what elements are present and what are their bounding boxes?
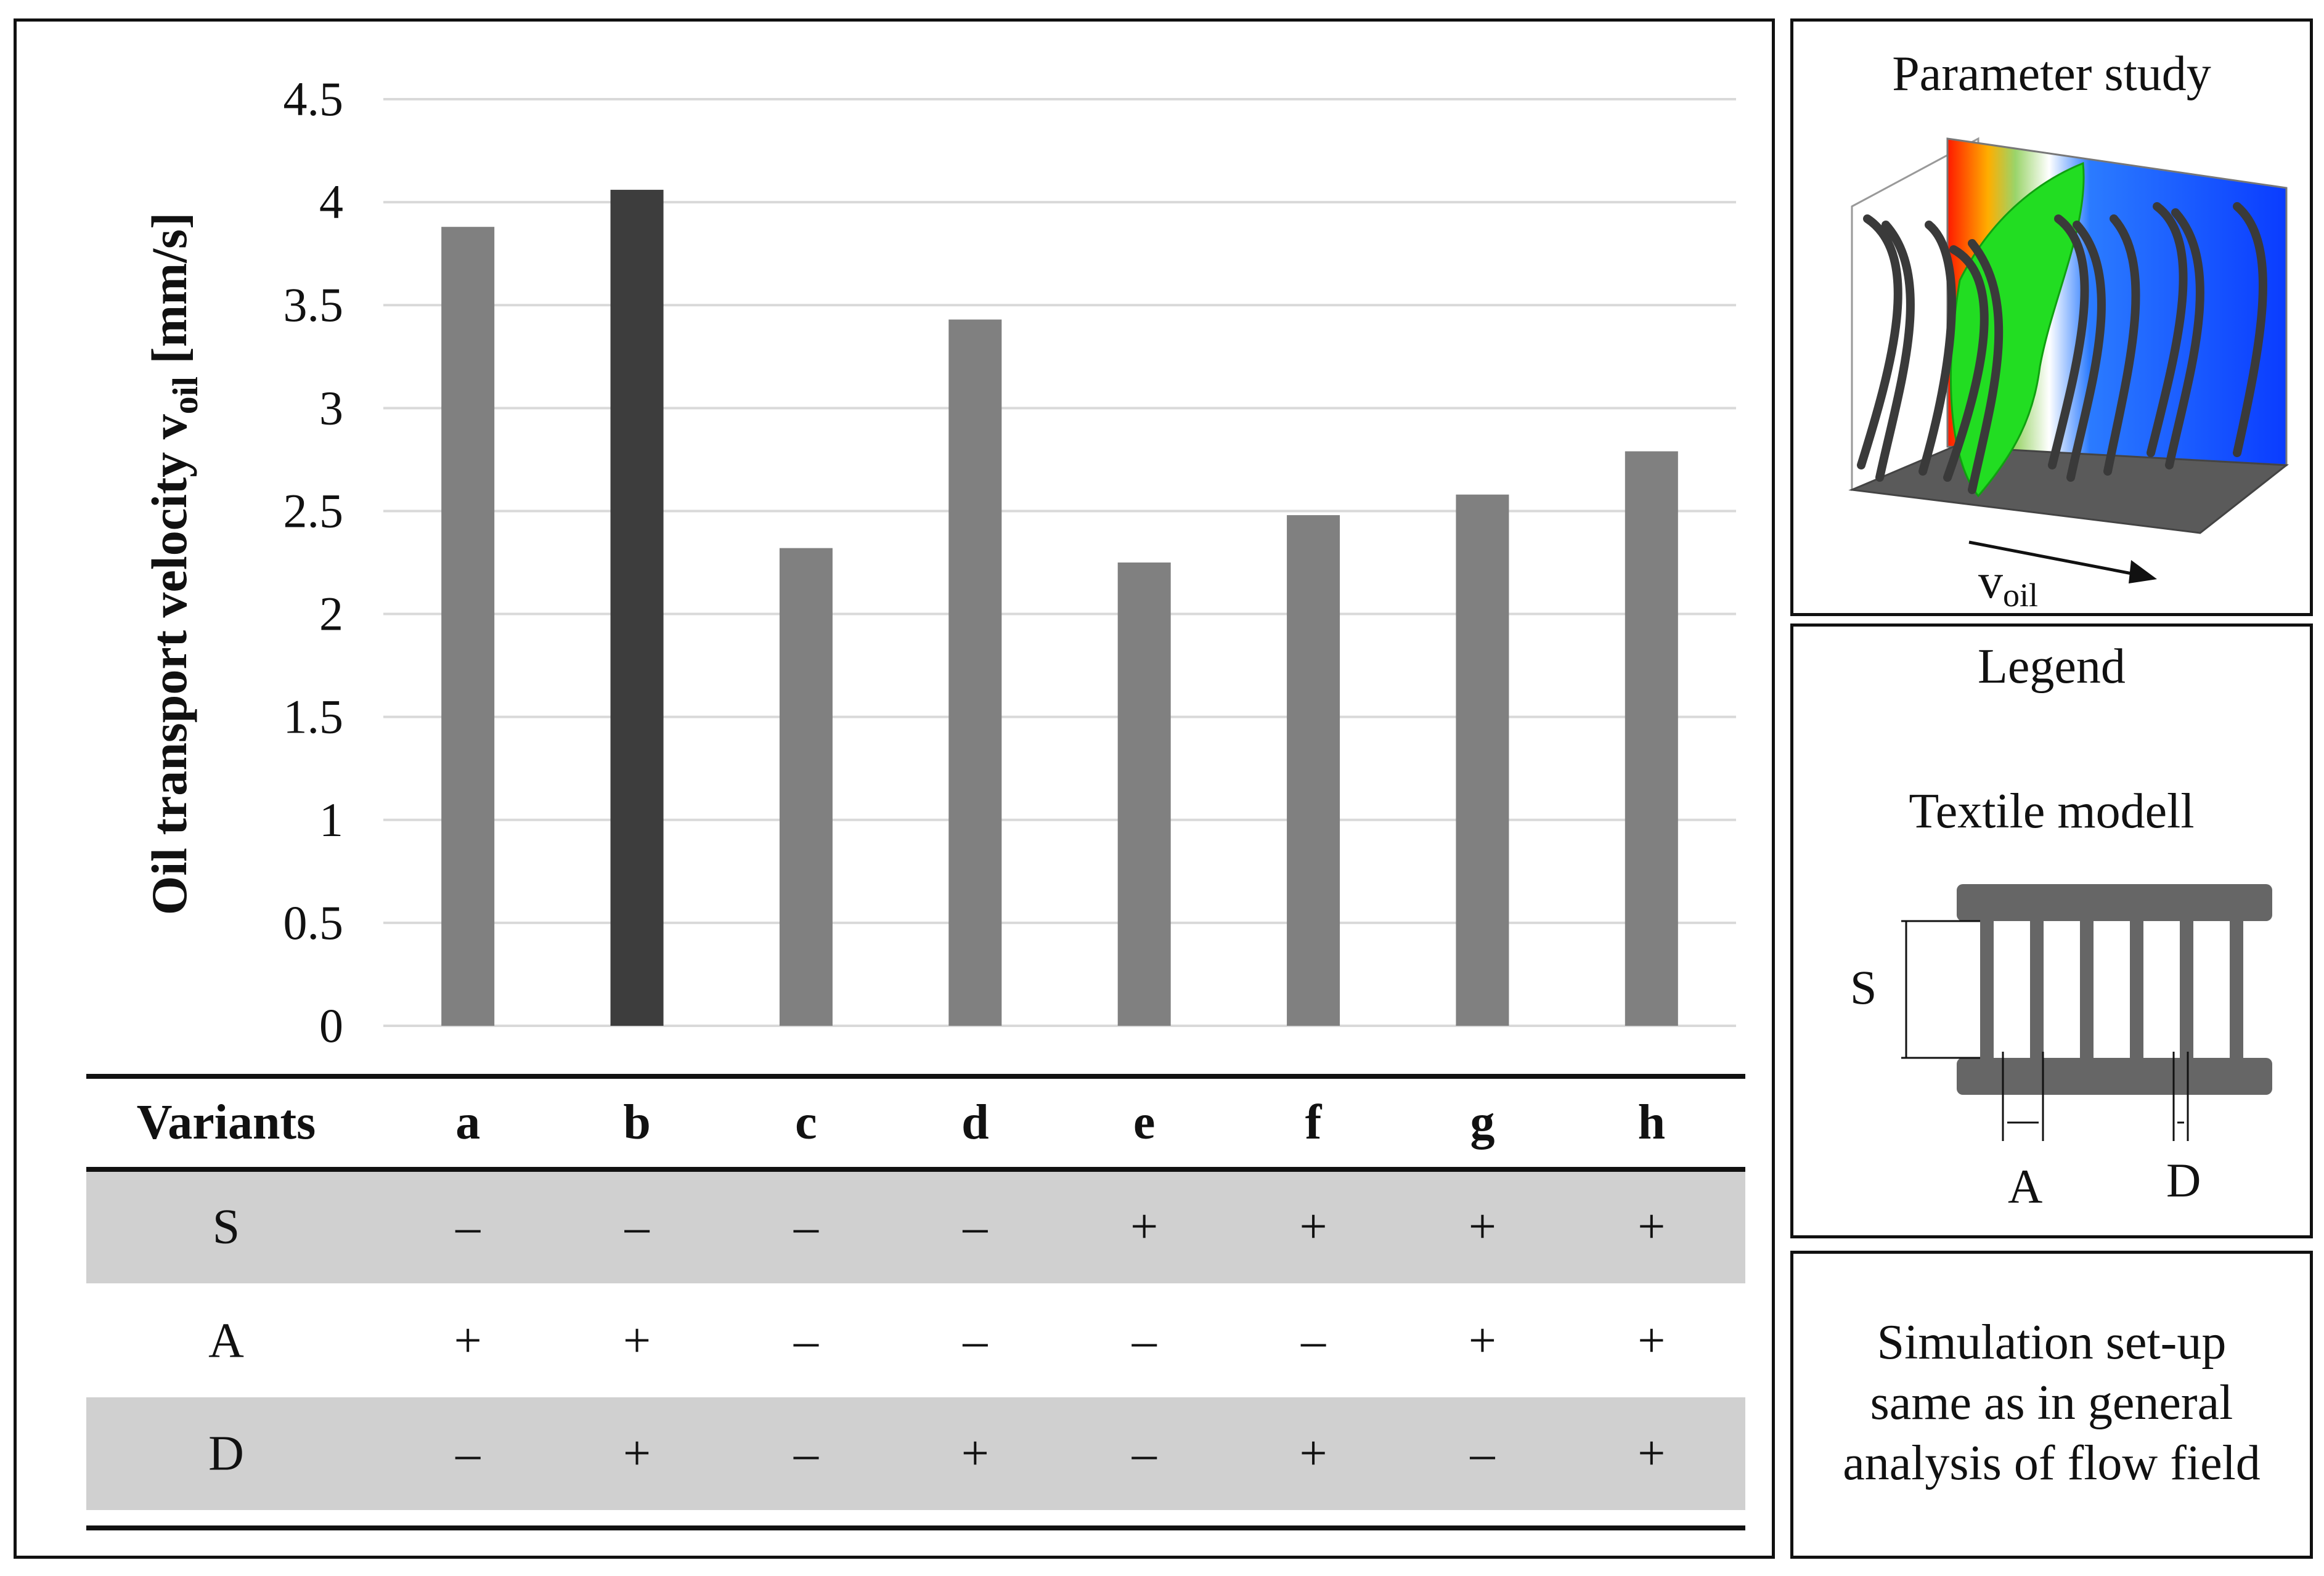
category-label: e <box>1133 1095 1156 1150</box>
textile-model-diagram: S A D <box>1850 884 2272 1213</box>
legend-label-d: D <box>2166 1153 2201 1207</box>
table-cell: – <box>1131 1427 1157 1481</box>
table-row-label: S <box>213 1200 240 1254</box>
y-tick-label: 1 <box>319 793 343 847</box>
y-tick-label: 3.5 <box>283 278 344 331</box>
bar-b <box>610 190 664 1026</box>
y-tick-label: 3 <box>319 381 343 434</box>
y-tick-label: 2.5 <box>283 484 344 537</box>
table-cell: + <box>1300 1200 1327 1254</box>
table-cell: + <box>1637 1314 1665 1368</box>
y-tick-label: 2 <box>319 587 343 641</box>
legend-subtitle: Textile modell <box>1909 784 2195 839</box>
table-cell: – <box>455 1200 481 1254</box>
note-line-3: analysis of flow field <box>1843 1436 2261 1490</box>
table-cell: – <box>793 1200 819 1254</box>
note-panel: Simulation set-up same as in general ana… <box>1790 1251 2313 1559</box>
table-cell: – <box>1131 1314 1157 1368</box>
parameter-study-panel: Parameter study <box>1790 18 2313 616</box>
bar-e <box>1117 563 1171 1026</box>
table-cell: + <box>454 1314 482 1368</box>
table-cell: + <box>1300 1427 1327 1481</box>
category-label: h <box>1638 1095 1666 1150</box>
table-cell: – <box>1469 1427 1495 1481</box>
table-cell: + <box>1469 1314 1496 1368</box>
category-label: g <box>1470 1095 1494 1150</box>
table-cell: – <box>962 1200 988 1254</box>
table-row-shade <box>86 1397 1745 1510</box>
grid-lines <box>383 98 1736 1027</box>
chart-panel: 0 0.5 1 1.5 2 2.5 3 3.5 4 4.5 Oil transport veloc… <box>14 18 1775 1559</box>
simulation-image: voil <box>1848 137 2289 613</box>
category-label: b <box>623 1095 651 1150</box>
table-cell: – <box>793 1427 819 1481</box>
category-label: a <box>455 1095 480 1150</box>
category-label: d <box>961 1095 989 1150</box>
chart-svg: 0 0.5 1 1.5 2 2.5 3 3.5 4 4.5 Oil transport veloc… <box>86 72 1745 1530</box>
velocity-label: voil <box>1978 554 2038 613</box>
bar-d <box>948 319 1002 1026</box>
table-cell: – <box>455 1427 481 1481</box>
bar-a <box>441 227 495 1026</box>
y-tick-label: 0.5 <box>283 896 344 949</box>
bars <box>441 190 1678 1026</box>
table-header-label: Variants <box>137 1095 316 1150</box>
legend-label-a: A <box>2008 1160 2042 1213</box>
y-tick-label: 4.5 <box>283 72 344 126</box>
table-cell: + <box>623 1427 651 1481</box>
table-cell: + <box>1637 1427 1665 1481</box>
bar-c <box>779 548 833 1026</box>
bar-h <box>1625 451 1678 1026</box>
y-tick-labels: 0 0.5 1 1.5 2 2.5 3 3.5 4 4.5 <box>283 72 344 1052</box>
category-label: c <box>795 1095 817 1150</box>
y-tick-label: 0 <box>319 999 343 1052</box>
variants-table: Variants a b c d e f g h S – – – – + + + + A + + – – – – + + D – + – + –… <box>86 1074 1745 1530</box>
table-row-label: D <box>208 1427 244 1481</box>
category-label: f <box>1305 1095 1323 1150</box>
bar-g <box>1456 494 1509 1026</box>
table-cell: + <box>961 1427 989 1481</box>
table-cell: + <box>623 1314 651 1368</box>
legend-label-s: S <box>1850 961 1877 1014</box>
bar-f <box>1287 515 1340 1026</box>
table-cell: + <box>1637 1200 1665 1254</box>
table-cell: – <box>624 1200 650 1254</box>
y-tick-label: 4 <box>319 175 343 229</box>
y-tick-label: 1.5 <box>283 690 344 744</box>
y-axis-title: Oil transport velocity voil [mm/s] <box>141 213 205 916</box>
table-cell: – <box>1300 1314 1326 1368</box>
table-cell: – <box>962 1314 988 1368</box>
table-cell: – <box>793 1314 819 1368</box>
table-row-shade <box>86 1171 1745 1283</box>
legend-title: Legend <box>1978 640 2126 694</box>
note-line-2: same as in general <box>1870 1376 2233 1430</box>
legend-panel: Legend Textile modell S A D <box>1790 623 2313 1238</box>
parameter-study-title: Parameter study <box>1892 47 2211 101</box>
table-row-label: A <box>208 1314 244 1368</box>
table-cell: + <box>1130 1200 1158 1254</box>
table-cell: + <box>1469 1200 1496 1254</box>
note-text: Simulation set-up same as in general ana… <box>1793 1312 2310 1493</box>
note-line-1: Simulation set-up <box>1877 1315 2227 1370</box>
